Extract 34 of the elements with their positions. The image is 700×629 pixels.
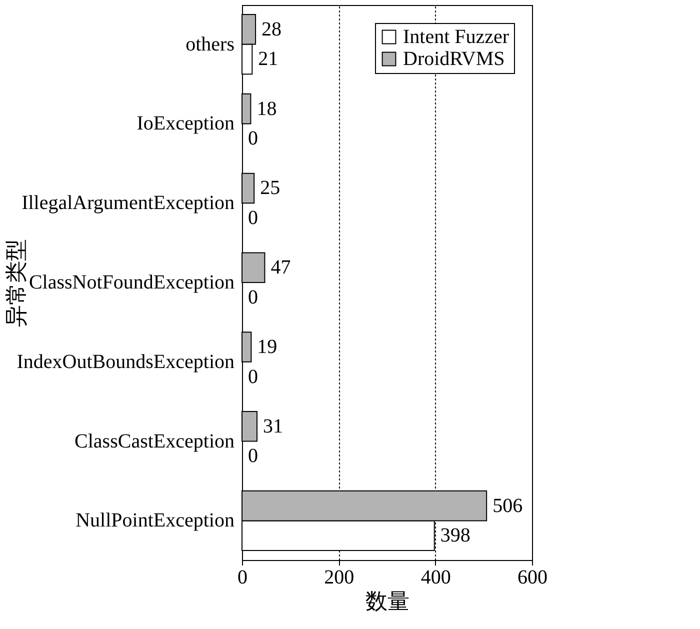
x-tick-label: 400 — [420, 566, 451, 588]
data-label: 19 — [257, 336, 278, 358]
data-label: 47 — [270, 256, 291, 279]
y-tick-label: IllegalArgumentException — [22, 192, 234, 214]
data-label: 0 — [248, 366, 258, 388]
x-tick-label: 0 — [238, 566, 248, 588]
bar — [242, 172, 255, 204]
data-label: 0 — [248, 128, 258, 150]
bar — [242, 252, 266, 283]
y-tick-label: ClassNotFoundException — [28, 272, 234, 294]
data-label: 0 — [248, 206, 258, 229]
x-axis-title: 数量 — [366, 588, 410, 614]
y-tick-label: NullPointException — [76, 510, 234, 532]
data-label: 506 — [492, 494, 523, 517]
bar — [242, 332, 252, 362]
bar — [242, 93, 252, 124]
y-tick-label: ClassCastException — [74, 430, 234, 452]
x-tick-label: 600 — [518, 566, 548, 588]
legend-label: DroidRVMS — [403, 48, 505, 70]
y-tick-label: others — [186, 33, 235, 56]
legend-label: Intent Fuzzer — [403, 26, 510, 48]
data-label: 21 — [258, 48, 278, 70]
y-tick-label: IoException — [136, 112, 234, 135]
data-label: 0 — [248, 445, 258, 468]
x-tick-label: 200 — [324, 566, 354, 588]
data-label: 18 — [256, 98, 277, 120]
data-label: 398 — [440, 524, 470, 547]
y-axis-title: 异常类型 — [4, 239, 28, 327]
data-label: 31 — [262, 415, 283, 438]
y-tick-label: IndexOutBoundsException — [16, 350, 234, 373]
data-label: 28 — [262, 18, 282, 40]
data-label: 25 — [260, 177, 280, 200]
data-label: 0 — [248, 286, 258, 308]
bar — [242, 411, 258, 442]
